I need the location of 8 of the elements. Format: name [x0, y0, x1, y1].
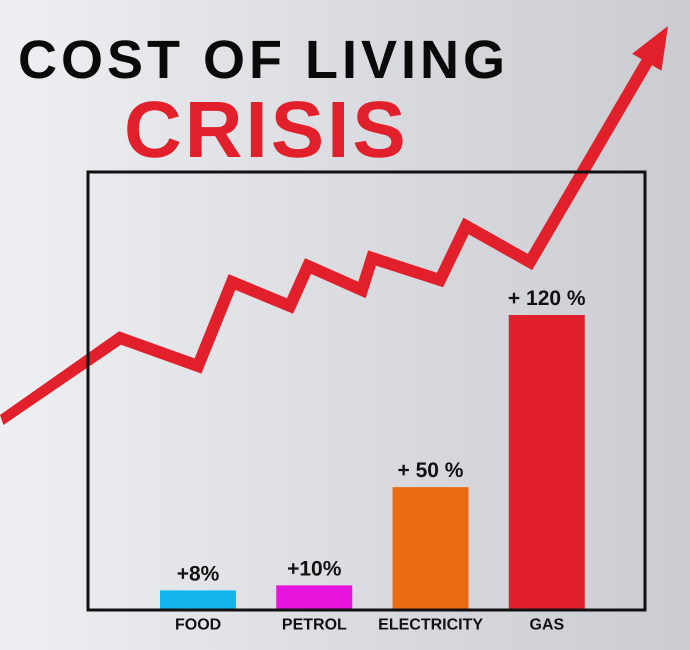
- x-tick-label: ELECTRICITY: [378, 616, 484, 634]
- x-tick-label: GAS: [530, 616, 565, 634]
- x-tick-label: FOOD: [175, 616, 222, 634]
- data-label: + 50 %: [398, 459, 464, 482]
- data-label: +8%: [176, 562, 220, 586]
- data-label: +10%: [287, 557, 342, 580]
- x-tick-label: PETROL: [282, 616, 348, 634]
- data-label: + 120 %: [508, 287, 586, 310]
